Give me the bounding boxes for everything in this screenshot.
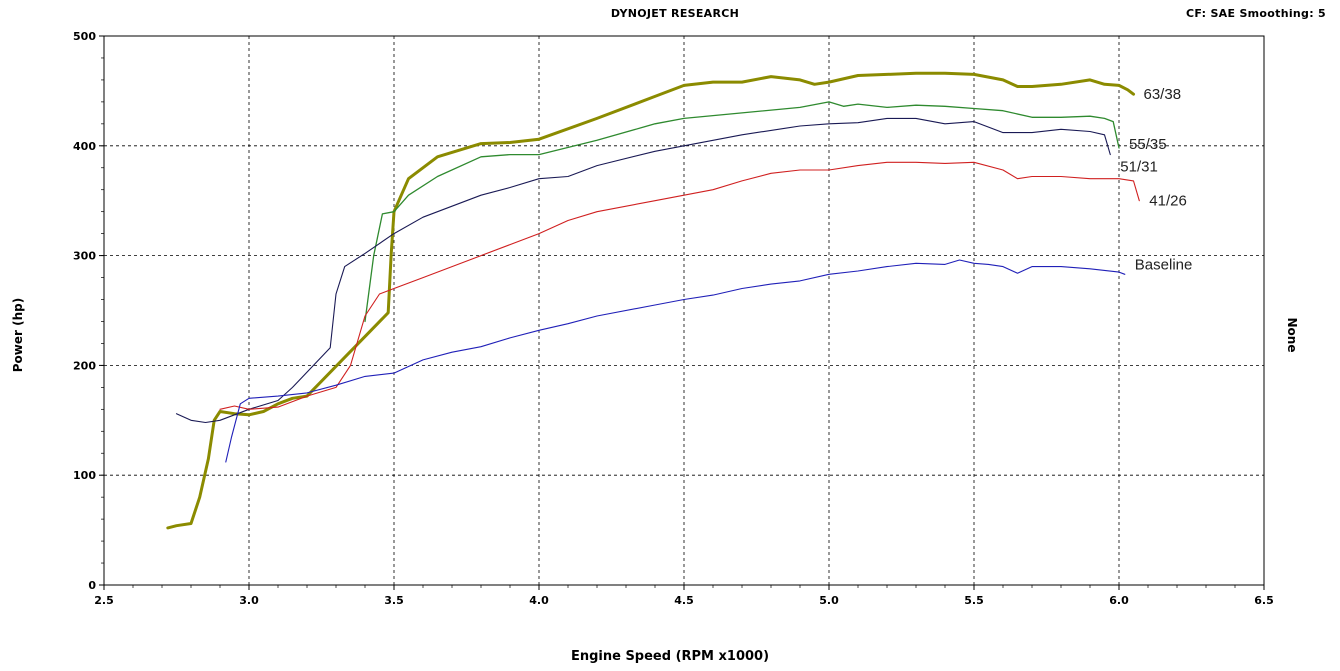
- series-line-41-26: [219, 161, 1140, 410]
- series-label-63-38: 63/38: [1144, 86, 1182, 103]
- series-label-baseline: Baseline: [1135, 256, 1193, 273]
- series-labels: 63/38 55/35 51/31 41/26 Baseline: [1120, 86, 1192, 273]
- x-tick-label: 6.0: [1109, 594, 1129, 607]
- x-tick-label: 3.5: [384, 594, 404, 607]
- y-tick-label: 200: [73, 359, 96, 372]
- x-tick-label: 5.0: [819, 594, 839, 607]
- series-line-55-35: [364, 101, 1120, 323]
- y-tick-label: 500: [73, 30, 96, 43]
- series-label-51-31: 51/31: [1120, 159, 1158, 176]
- x-tick-label: 2.5: [94, 594, 114, 607]
- series-label-41-26: 41/26: [1149, 193, 1187, 210]
- grid-lines: [104, 36, 1264, 585]
- x-tick-label: 5.5: [964, 594, 984, 607]
- series-lines: [166, 71, 1140, 530]
- series-label-55-35: 55/35: [1129, 136, 1167, 153]
- y-tick-label: 300: [73, 250, 96, 263]
- y-tick-label: 400: [73, 140, 96, 153]
- correction-factor-label: CF: SAE Smoothing: 5: [1186, 7, 1326, 20]
- series-line-baseline: [225, 259, 1126, 463]
- right-axis-label: None: [1285, 317, 1299, 353]
- y-axis-label: Power (hp): [11, 297, 25, 373]
- x-axis-label: Engine Speed (RPM x1000): [570, 649, 770, 664]
- x-axis-ticks: 2.5 3.0 3.5 4.0 4.5 5.0 5.5 6.0 6.5: [94, 585, 1274, 607]
- series-line-51-31: [175, 117, 1111, 424]
- chart-header-title: DYNOJET RESEARCH: [610, 7, 740, 20]
- y-axis-ticks: 0 100 200 300 400 500: [73, 30, 104, 592]
- x-tick-label: 4.5: [674, 594, 694, 607]
- x-tick-label: 3.0: [239, 594, 259, 607]
- y-tick-label: 100: [73, 469, 96, 482]
- y-tick-label: 0: [88, 579, 96, 592]
- x-tick-label: 4.0: [529, 594, 549, 607]
- x-tick-label: 6.5: [1254, 594, 1274, 607]
